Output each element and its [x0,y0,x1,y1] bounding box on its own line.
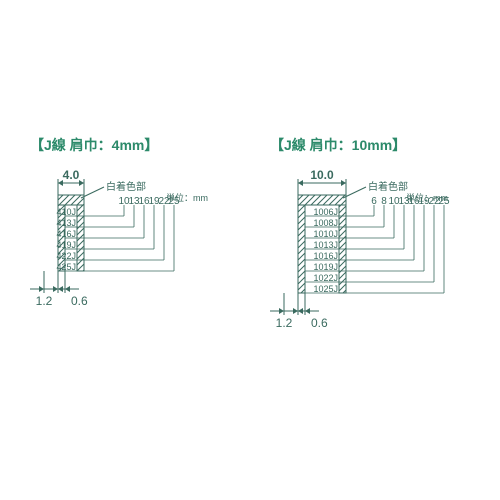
note-label: 白着色部 [106,180,146,193]
model-code: 413J [56,218,76,228]
model-code: 1016J [313,251,338,261]
model-code: 1019J [313,262,338,272]
staple-leg-left [298,205,305,293]
thickness-label: 1.2 [36,294,53,308]
wall-label: 0.6 [311,316,328,330]
staple-crown [58,195,84,205]
length-label: 25 [438,196,450,207]
panel-title: 【J線 肩巾：4mm】 [30,137,158,153]
length-label: 8 [381,196,387,207]
length-label: 25 [168,196,180,207]
model-code: 1006J [313,207,338,217]
model-code: 1025J [313,284,338,294]
thickness-label: 1.2 [276,316,293,330]
panel-title: 【J線 肩巾：10mm】 [270,137,406,153]
model-code: 416J [56,229,76,239]
staple-crown [298,195,346,205]
model-code: 410J [56,207,76,217]
model-code: 422J [56,251,76,261]
length-label: 6 [371,196,377,207]
width-label: 10.0 [310,168,334,182]
model-code: 425J [56,262,76,272]
wall-label: 0.6 [71,294,88,308]
model-code: 419J [56,240,76,250]
model-code: 1013J [313,240,338,250]
model-code: 1022J [313,273,338,283]
width-label: 4.0 [63,168,80,182]
model-code: 1010J [313,229,338,239]
note-label: 白着色部 [368,180,408,193]
model-code: 1008J [313,218,338,228]
